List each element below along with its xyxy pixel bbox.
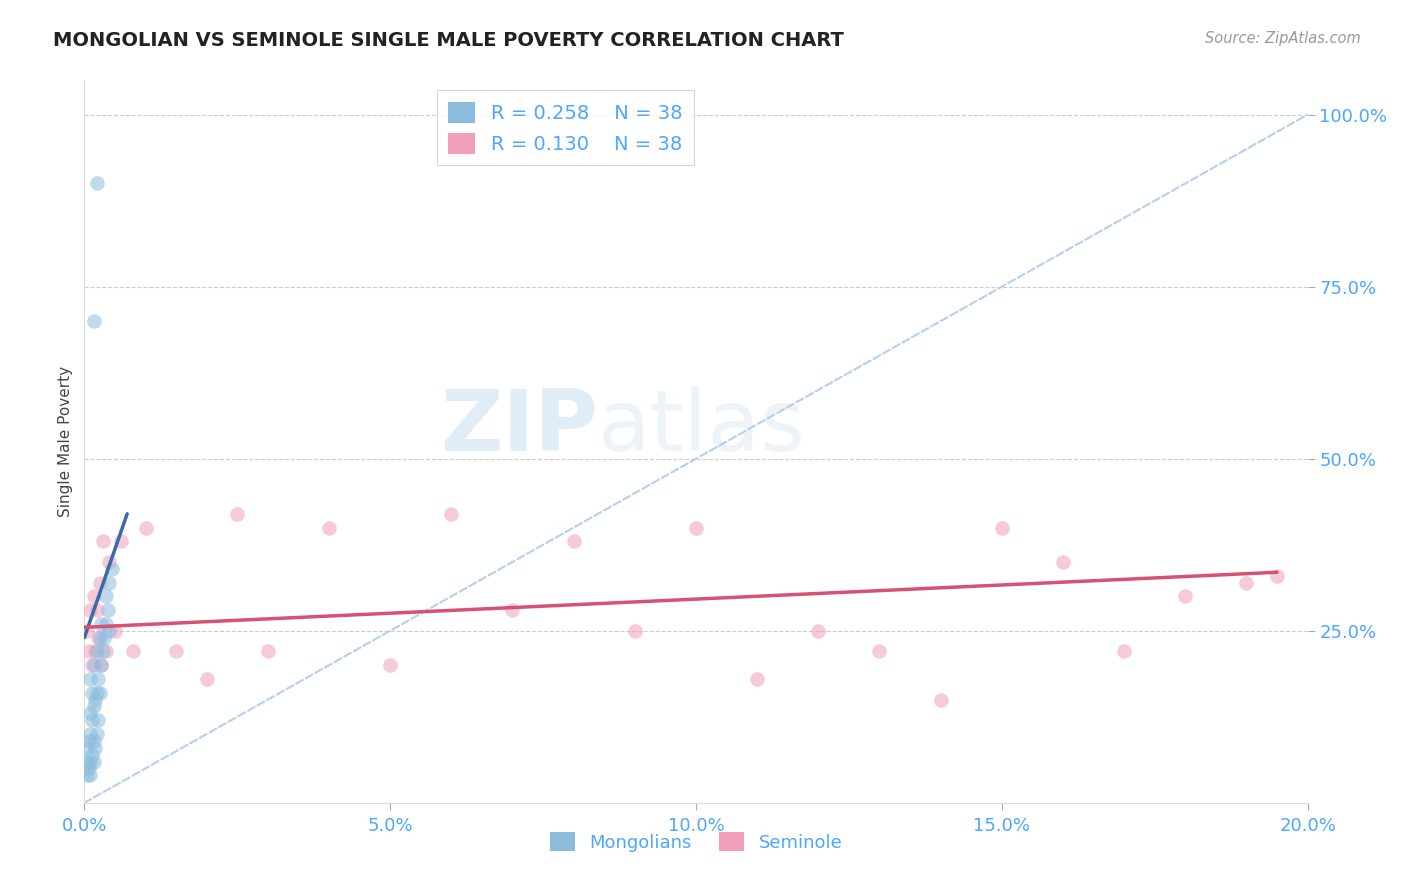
Point (91, 644, 114, 658)
Y-axis label: Single Male Poverty: Single Male Poverty (58, 366, 73, 517)
Point (1236, 575, 1258, 590)
Point (110, 534, 132, 549)
Point (80, 686, 103, 700)
Point (1174, 590, 1197, 604)
Point (90, 658, 112, 673)
Point (84, 692, 107, 706)
Point (80, 747, 103, 762)
Point (86, 644, 108, 658)
Point (77, 761, 100, 775)
Point (94, 644, 117, 658)
Point (79, 603, 101, 617)
Point (91, 534, 114, 549)
Text: Source: ZipAtlas.com: Source: ZipAtlas.com (1205, 31, 1361, 46)
Point (83, 755, 105, 769)
Point (89, 575, 111, 590)
Point (90, 616, 112, 631)
Point (195, 672, 218, 686)
Legend: Mongolians, Seminole: Mongolians, Seminole (543, 825, 849, 859)
Point (562, 534, 585, 549)
Point (94, 616, 117, 631)
Point (1052, 555, 1074, 569)
Point (84, 644, 107, 658)
Point (86, 177, 108, 191)
Point (79, 706, 101, 721)
Point (807, 624, 830, 638)
Point (83, 734, 105, 748)
Point (76, 624, 98, 638)
Point (318, 520, 340, 534)
Point (97, 555, 120, 569)
Point (83, 314, 105, 328)
Point (87, 713, 110, 727)
Point (869, 644, 891, 658)
Point (79, 768, 101, 782)
Point (685, 520, 707, 534)
Point (97, 624, 120, 638)
Point (87, 672, 110, 686)
Point (104, 624, 127, 638)
Point (991, 520, 1014, 534)
Point (97, 575, 120, 590)
Point (165, 644, 187, 658)
Point (76, 740, 98, 755)
Point (929, 692, 952, 706)
Point (86, 603, 108, 617)
Point (97, 603, 120, 617)
Point (83, 658, 105, 673)
Point (747, 672, 769, 686)
Point (89, 686, 111, 700)
Point (86, 727, 108, 741)
Point (80, 658, 103, 673)
Point (1114, 644, 1136, 658)
Point (502, 603, 524, 617)
Point (135, 520, 157, 534)
Point (380, 658, 402, 673)
Point (79, 672, 101, 686)
Point (89, 631, 111, 645)
Point (84, 740, 107, 755)
Point (226, 507, 249, 521)
Point (83, 590, 105, 604)
Point (101, 562, 124, 576)
Point (624, 624, 647, 638)
Point (79, 727, 101, 741)
Point (83, 699, 105, 714)
Text: ZIP: ZIP (440, 385, 598, 468)
Point (440, 507, 463, 521)
Point (94, 590, 117, 604)
Point (257, 644, 280, 658)
Point (87, 631, 110, 645)
Text: MONGOLIAN VS SEMINOLE SINGLE MALE POVERTY CORRELATION CHART: MONGOLIAN VS SEMINOLE SINGLE MALE POVERT… (53, 31, 844, 50)
Point (1265, 568, 1288, 582)
Point (77, 734, 100, 748)
Point (93, 631, 115, 645)
Point (86, 686, 108, 700)
Point (79, 755, 101, 769)
Point (76, 768, 98, 782)
Point (90, 658, 112, 673)
Point (77, 644, 100, 658)
Text: atlas: atlas (598, 385, 806, 468)
Point (122, 644, 145, 658)
Point (76, 755, 98, 769)
Point (80, 713, 103, 727)
